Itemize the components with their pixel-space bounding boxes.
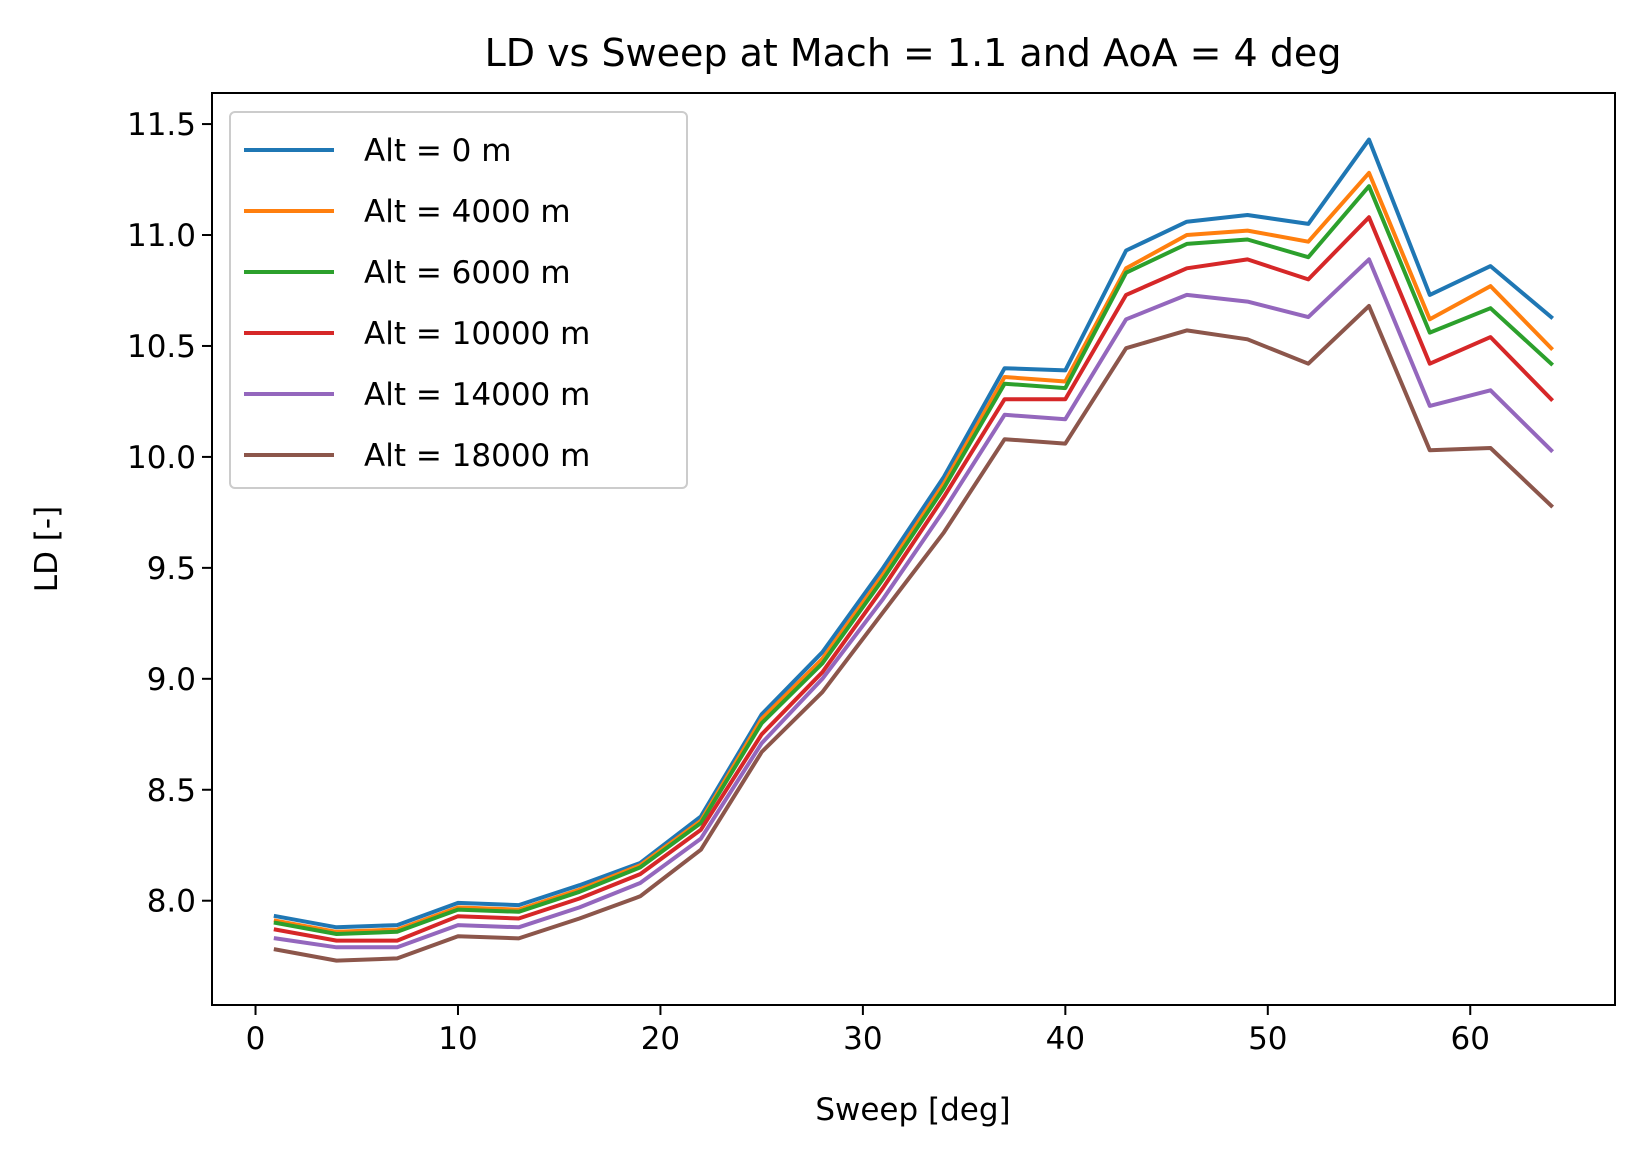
x-tick-label: 10 — [438, 1021, 477, 1057]
x-tick-label: 30 — [843, 1021, 882, 1057]
legend-label: Alt = 0 m — [364, 133, 511, 169]
legend-label: Alt = 14000 m — [364, 377, 590, 413]
x-axis-label: Sweep [deg] — [815, 1092, 1010, 1128]
y-tick-label: 9.0 — [147, 662, 196, 698]
x-axis: 0 10 20 30 40 50 60 — [246, 1005, 1490, 1057]
x-tick-label: 20 — [641, 1021, 680, 1057]
y-tick-label: 11.5 — [127, 107, 196, 143]
series-line-2 — [273, 170, 1555, 934]
series-line-3 — [273, 184, 1555, 936]
plot-area — [273, 137, 1555, 963]
x-tick-label: 60 — [1451, 1021, 1490, 1057]
legend: Alt = 0 m Alt = 4000 m Alt = 6000 m Alt = 1… — [229, 111, 688, 489]
y-tick-label: 10.0 — [127, 440, 196, 476]
legend-box — [229, 111, 688, 489]
y-tick-label: 10.5 — [127, 329, 196, 365]
x-tick-label: 0 — [246, 1021, 266, 1057]
y-tick-label: 8.5 — [147, 773, 196, 809]
legend-label: Alt = 10000 m — [364, 316, 590, 352]
legend-label: Alt = 4000 m — [364, 194, 571, 230]
axes-frame — [211, 92, 1616, 1006]
chart-title: LD vs Sweep at Mach = 1.1 and AoA = 4 de… — [485, 31, 1342, 75]
y-tick-label: 8.0 — [147, 884, 196, 920]
x-tick-label: 50 — [1248, 1021, 1287, 1057]
legend-label: Alt = 6000 m — [364, 255, 571, 291]
series-line-5 — [273, 257, 1555, 950]
x-tick-label: 40 — [1046, 1021, 1085, 1057]
y-tick-label: 11.0 — [127, 218, 196, 254]
y-axis-label: LD [-] — [29, 506, 65, 592]
series-line-1 — [273, 137, 1555, 930]
series-line-4 — [273, 215, 1555, 943]
y-axis: 8.0 8.5 9.0 9.5 10.0 10.5 11.0 11.5 — [127, 107, 212, 920]
legend-label: Alt = 18000 m — [364, 438, 590, 474]
y-tick-label: 9.5 — [147, 551, 196, 587]
series-line-6 — [273, 304, 1555, 963]
